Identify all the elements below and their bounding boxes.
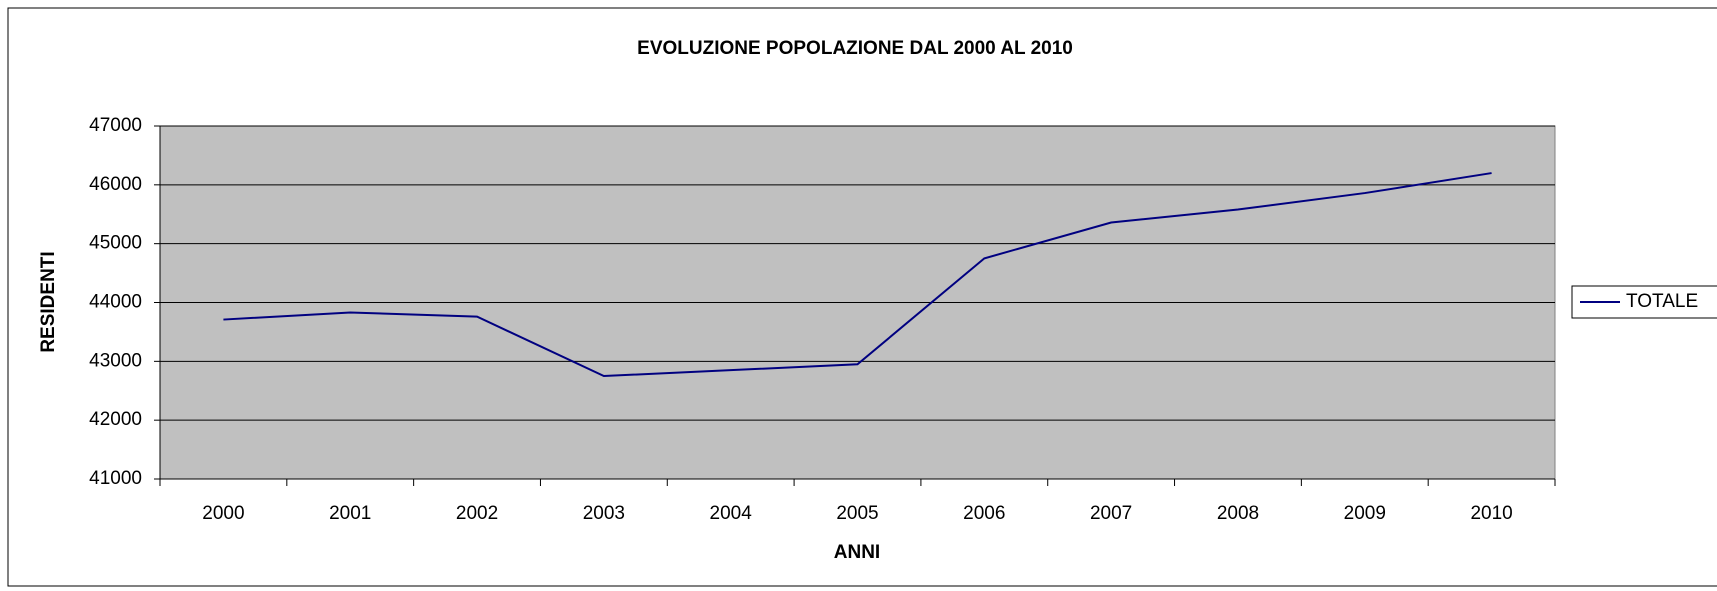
legend-label: TOTALE xyxy=(1626,291,1698,312)
y-tick-label: 41000 xyxy=(89,468,142,489)
chart-title: EVOLUZIONE POPOLAZIONE DAL 2000 AL 2010 xyxy=(637,38,1073,59)
y-tick-label: 42000 xyxy=(89,409,142,430)
x-tick-label: 2008 xyxy=(1217,503,1259,524)
x-tick-label: 2007 xyxy=(1090,503,1132,524)
x-tick-label: 2006 xyxy=(963,503,1005,524)
x-tick-label: 2009 xyxy=(1344,503,1386,524)
x-tick-label: 2002 xyxy=(456,503,498,524)
x-tick-label: 2004 xyxy=(710,503,753,524)
x-tick-label: 2000 xyxy=(202,503,244,524)
x-tick-label: 2010 xyxy=(1470,503,1512,524)
series-line xyxy=(223,172,1492,378)
y-tick-label: 44000 xyxy=(89,292,142,313)
x-tick-label: 2001 xyxy=(329,503,371,524)
y-tick-label: 47000 xyxy=(89,115,142,136)
y-tick-label: 46000 xyxy=(89,174,142,195)
y-tick-label: 43000 xyxy=(89,350,142,371)
y-axis-label: RESIDENTI xyxy=(38,251,59,352)
x-axis-label: ANNI xyxy=(834,542,880,563)
x-tick-label: 2003 xyxy=(583,503,625,524)
x-tick-label: 2005 xyxy=(836,503,878,524)
y-tick-label: 45000 xyxy=(89,233,142,254)
